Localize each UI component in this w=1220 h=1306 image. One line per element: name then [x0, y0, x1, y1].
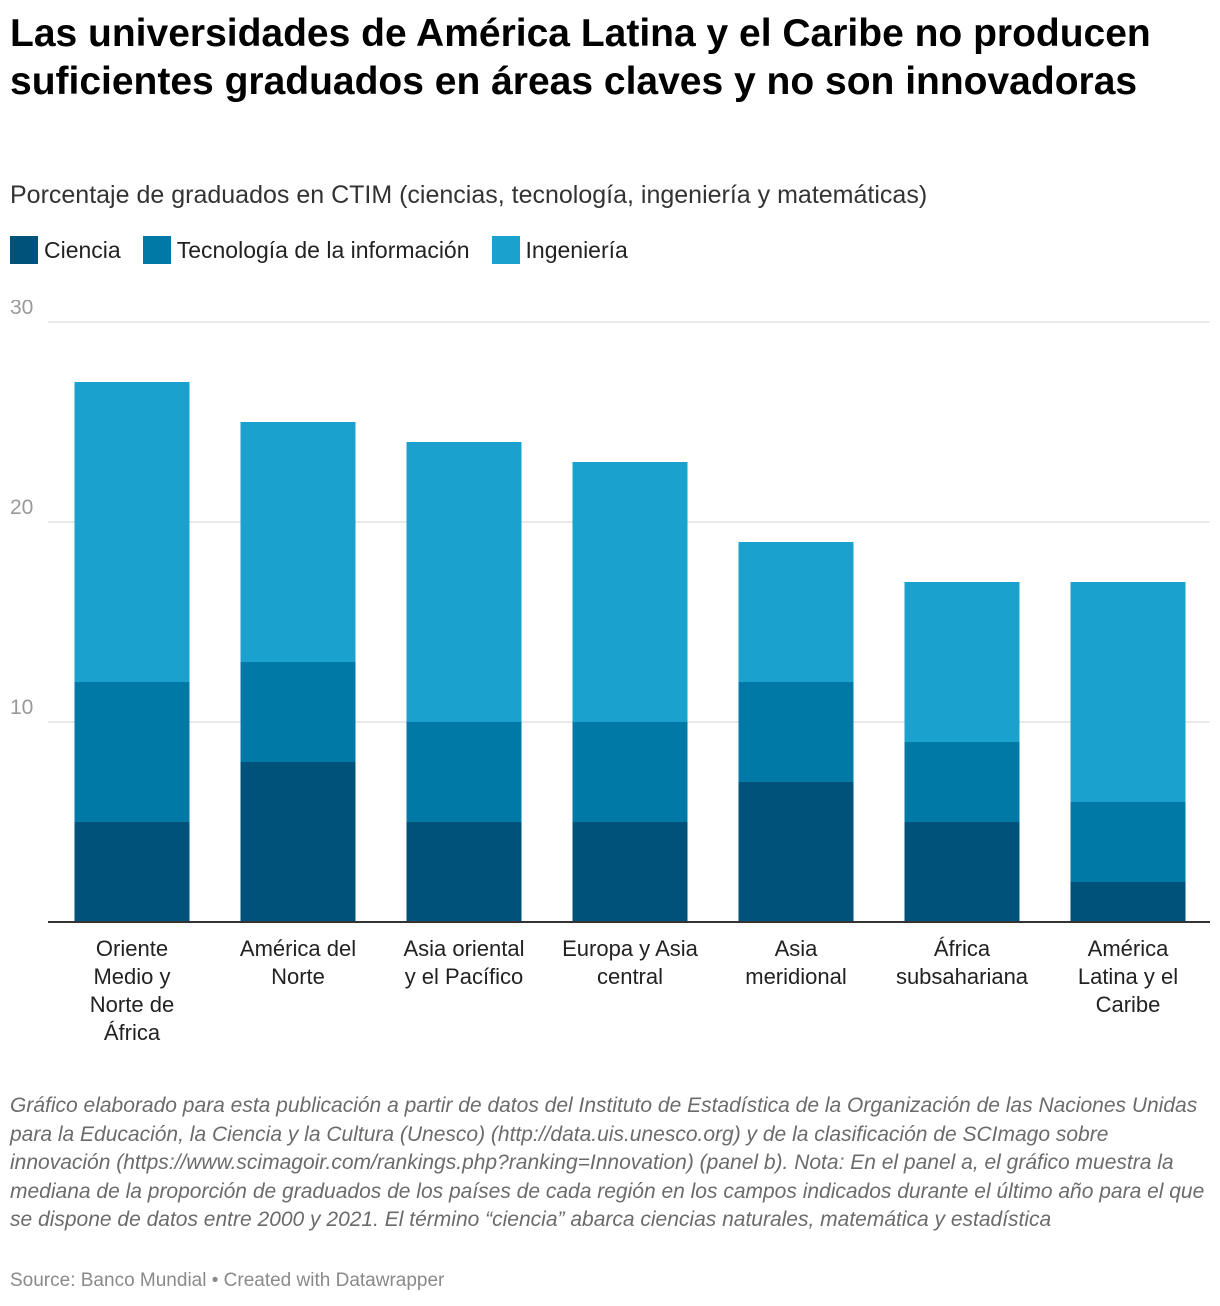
bar-ingenieria-1: [240, 422, 356, 662]
bar-ciencia-5: [904, 822, 1020, 922]
legend-item-ingenieria: Ingeniería: [491, 236, 628, 264]
bar-ingenieria-6: [1070, 582, 1186, 802]
x-category-label-line: central: [597, 964, 663, 989]
bar-ingenieria-2: [406, 442, 522, 722]
bar-ciencia-3: [572, 822, 688, 922]
legend-item-ciencia: Ciencia: [10, 236, 121, 264]
legend-swatch-ciencia: [10, 236, 38, 264]
legend-swatch-tecnologia: [142, 236, 171, 264]
y-tick-label-10: 10: [10, 696, 33, 719]
x-category-label-line: Caribe: [1096, 992, 1161, 1017]
x-category-label-line: subsahariana: [896, 964, 1029, 989]
x-category-label-line: África: [934, 936, 991, 961]
bar-ciencia-6: [1070, 882, 1186, 922]
bar-ciencia-2: [406, 822, 522, 922]
y-tick-label-30: 30: [10, 300, 33, 319]
bar-ingenieria-4: [738, 542, 854, 682]
x-category-label-line: África: [104, 1020, 161, 1045]
chart-notes: Gráfico elaborado para esta publicación …: [10, 1094, 1205, 1231]
legend-label-tecnologia: Tecnología de la información: [176, 236, 470, 263]
x-category-label-1: América del Norte: [240, 936, 356, 989]
x-category-label-line: Medio y: [93, 964, 170, 989]
bar-ciencia-4: [738, 782, 854, 922]
bar-tecnologia-2: [406, 722, 522, 822]
x-category-label-6: América Latina y el Caribe: [1078, 936, 1178, 1017]
bar-ingenieria-3: [572, 462, 688, 722]
x-category-label-line: América: [1088, 936, 1169, 961]
legend-label-ingenieria: Ingeniería: [525, 236, 628, 263]
x-category-label-4: Asia meridional: [745, 936, 847, 989]
x-category-label-5: África subsahariana: [896, 936, 1029, 989]
bar-tecnologia-3: [572, 722, 688, 822]
bar-tecnologia-4: [738, 682, 854, 782]
y-tick-label-20: 20: [10, 496, 33, 519]
x-category-label-line: Latina y el: [1078, 964, 1178, 989]
legend-swatch-ingenieria: [491, 236, 520, 264]
x-category-label-line: y el Pacífico: [405, 964, 524, 989]
x-category-label-line: Norte de: [90, 992, 174, 1017]
x-category-label-2: Asia oriental y el Pacífico: [403, 936, 524, 989]
x-category-label-line: Oriente: [96, 936, 168, 961]
legend-item-tecnologia: Tecnología de la información: [142, 236, 470, 264]
chart-source: Source: Banco Mundial • Created with Dat…: [10, 1270, 445, 1291]
x-category-label-line: Norte: [271, 964, 325, 989]
x-category-label-line: Asia: [775, 936, 819, 961]
legend-label-ciencia: Ciencia: [44, 236, 121, 263]
bar-ciencia-1: [240, 762, 356, 922]
x-category-label-line: Asia oriental: [403, 936, 524, 961]
chart-subtitle: Porcentaje de graduados en CTIM (ciencia…: [10, 181, 928, 209]
bar-ingenieria-0: [74, 382, 190, 682]
x-category-label-0: Oriente Medio y Norte de África: [90, 936, 174, 1045]
chart-title: Las universidades de América Latina y el…: [10, 12, 1151, 103]
bar-tecnologia-5: [904, 742, 1020, 822]
bar-tecnologia-0: [74, 682, 190, 822]
bar-ingenieria-5: [904, 582, 1020, 742]
bar-tecnologia-6: [1070, 802, 1186, 882]
legend: Ciencia Tecnología de la información Ing…: [10, 236, 628, 264]
x-category-label-line: meridional: [745, 964, 847, 989]
x-category-label-3: Europa y Asia central: [562, 936, 699, 989]
bar-tecnologia-1: [240, 662, 356, 762]
x-category-label-line: Europa y Asia: [562, 936, 699, 961]
bar-ciencia-0: [74, 822, 190, 922]
x-category-label-line: América del: [240, 936, 356, 961]
stacked-bar-chart: 10 20 30 Oriente Medio y Norte de África Améric…: [10, 300, 1210, 1045]
